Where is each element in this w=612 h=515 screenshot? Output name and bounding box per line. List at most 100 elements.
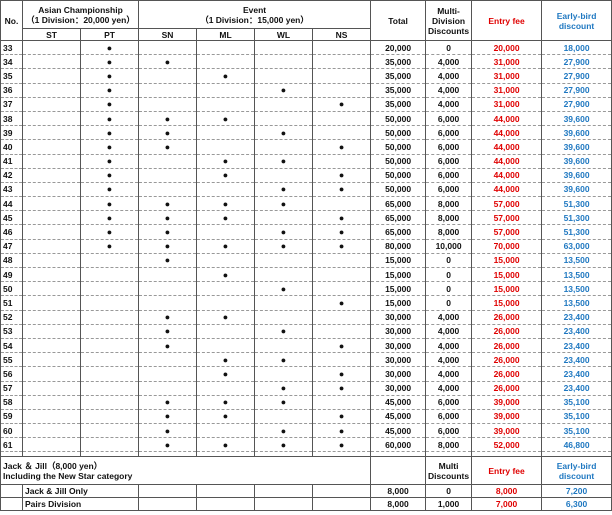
jack-early-head: Early-bird discount (541, 456, 612, 486)
data-row: 43 ● ● ● 50,000 6,000 44,000 39,600 (0, 182, 612, 198)
data-row: 51 ● 15,000 0 15,000 13,500 (0, 295, 612, 311)
cell: 0 (425, 295, 473, 311)
cell: 40 (0, 139, 23, 155)
header-total: Total (370, 0, 427, 41)
cell: 52 (0, 310, 23, 325)
cell: 6,000 (425, 125, 473, 141)
cell: 30,000 (370, 324, 427, 339)
cell: 8,000 (425, 437, 473, 453)
cell: 30,000 (370, 352, 427, 368)
cell: 6,000 (425, 395, 473, 410)
cell (138, 267, 198, 283)
jack-row-label: Pairs Division (21, 497, 140, 512)
cell: ● (196, 196, 256, 212)
cell: 63,000 (541, 239, 612, 254)
cell: ● (312, 182, 372, 198)
cell: 1,000 (425, 497, 473, 512)
cell: ● (196, 409, 256, 425)
data-row: 39 ● ● ● 50,000 6,000 44,000 39,600 (0, 125, 612, 141)
cell: ● (312, 295, 372, 311)
cell (22, 295, 81, 311)
cell: ● (312, 366, 372, 382)
cell: ● (79, 83, 140, 98)
cell: 26,000 (471, 352, 543, 368)
cell: 50,000 (370, 154, 427, 169)
cell: 38 (0, 111, 23, 127)
cell (138, 281, 198, 297)
cell (196, 497, 256, 512)
cell (22, 139, 81, 155)
cell (312, 324, 372, 339)
cell: 51,300 (541, 210, 612, 226)
cell: ● (138, 253, 198, 269)
cell: 35 (0, 68, 23, 84)
cell: 39,000 (471, 395, 543, 410)
cell: 8,000 (370, 484, 427, 499)
cell (22, 111, 81, 127)
cell: 45,000 (370, 423, 427, 439)
data-row: 60 ● ● ● 45,000 6,000 39,000 35,100 (0, 423, 612, 439)
cell: 35,100 (541, 423, 612, 439)
cell: 54 (0, 338, 23, 354)
cell: 58 (0, 395, 23, 410)
cell (22, 381, 81, 396)
cell: 46 (0, 224, 23, 240)
jack-subtitle: Including the New Star category (3, 470, 133, 481)
cell (22, 253, 81, 269)
event-note: （1 Division：15,000 yen） (200, 14, 309, 25)
cell: 27,900 (541, 68, 612, 84)
cell (79, 310, 140, 325)
cell: 44,000 (471, 154, 543, 169)
subheader-row: ST PT SN ML WL NS (1, 28, 612, 41)
cell: 59 (0, 409, 23, 425)
cell: 44,000 (471, 182, 543, 198)
jack-row-label: Jack & Jill Only (21, 484, 140, 499)
header-asian: Asian Championship （1 Division：20,000 yen… (21, 0, 140, 29)
cell: ● (254, 196, 314, 212)
cell (312, 125, 372, 141)
cell (196, 182, 256, 198)
cell: 0 (425, 484, 473, 499)
data-row: 36 ● ● 35,000 4,000 31,000 27,900 (0, 83, 612, 98)
cell: 18,000 (541, 40, 612, 56)
cell: 6,000 (425, 168, 473, 183)
cell: 4,000 (425, 381, 473, 396)
cell: 13,500 (541, 281, 612, 297)
jack-entry-head: Entry fee (471, 456, 543, 486)
cell (254, 409, 314, 425)
cell: 7,200 (541, 484, 612, 499)
asian-title: Asian Championship (38, 4, 123, 15)
cell (79, 381, 140, 396)
cell (196, 139, 256, 155)
data-row: 48 ● 15,000 0 15,000 13,500 (0, 253, 612, 269)
cell: 31,000 (471, 97, 543, 112)
cell (254, 295, 314, 311)
cell: 37 (0, 97, 23, 112)
cell: 30,000 (370, 338, 427, 354)
cell (22, 395, 81, 410)
data-row: 52 ● ● 30,000 4,000 26,000 23,400 (0, 310, 612, 325)
cell: ● (79, 196, 140, 212)
cell (312, 154, 372, 169)
cell (196, 97, 256, 112)
cell: ● (196, 366, 256, 382)
cell: 35,000 (370, 68, 427, 84)
cell: 70,000 (471, 239, 543, 254)
cell: ● (254, 224, 314, 240)
cell: 39,600 (541, 182, 612, 198)
cell: ● (79, 111, 140, 127)
subheader-cell: SN (138, 28, 198, 41)
cell: 20,000 (471, 40, 543, 56)
subheader-cell: WL (254, 28, 314, 41)
data-row: 46 ● ● ● ● 65,000 8,000 57,000 51,300 (0, 224, 612, 240)
cell: 13,500 (541, 253, 612, 269)
cell: 50,000 (370, 168, 427, 183)
cell: 23,400 (541, 366, 612, 382)
cell (22, 338, 81, 354)
cell: 26,000 (471, 324, 543, 339)
cell: 50,000 (370, 111, 427, 127)
cell (312, 497, 372, 512)
cell: ● (138, 324, 198, 339)
cell (138, 295, 198, 311)
data-row: 49 ● 15,000 0 15,000 13,500 (0, 267, 612, 283)
